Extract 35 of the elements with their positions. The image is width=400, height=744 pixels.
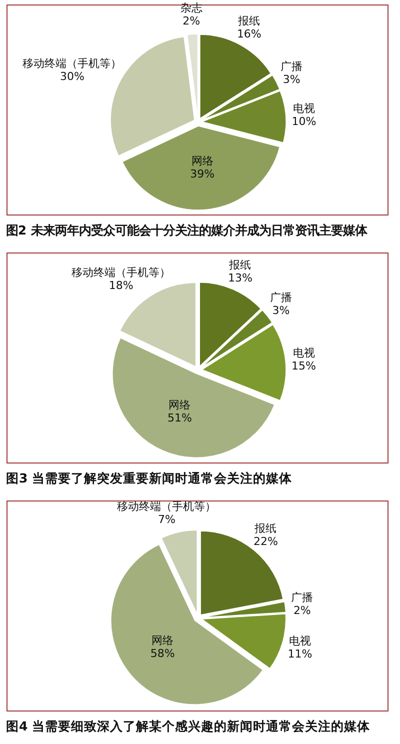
data-label: 22% [253,535,278,548]
data-label: 18% [108,279,134,292]
slice-label: 电视 [292,346,315,360]
data-label: 13% [228,271,252,284]
slice-label: 报纸 [228,258,252,272]
data-label: 2% [293,604,311,618]
slice-label: 移动终端（手机等） [72,266,171,280]
text: 图2 未来两年内受众可能会十分关注的媒介并成为日常资讯主要媒体 [6,223,368,238]
text: 图4 当需要细致深入了解某个感兴趣的新闻时通常会关注的媒体 [6,718,372,734]
slice-label: 网络 [168,398,191,412]
slice-label: 杂志 [180,2,202,15]
data-label: 51% [168,412,192,425]
data-label: 2% [182,14,200,28]
data-label: 11% [288,647,312,660]
slice-label: 网络 [152,634,174,647]
data-label: 30% [60,70,84,83]
data-label: 3% [282,72,300,86]
slice-label: 报纸 [237,14,260,28]
data-label: 10% [292,114,316,128]
data-label: 39% [190,167,215,180]
data-label: 3% [272,304,290,317]
data-label: 16% [236,28,262,41]
slice-label: 移动终端（手机等） [117,500,216,514]
text: 图3 当需要了解突发重要新闻时通常会关注的媒体 [6,470,294,486]
slice-label: 电视 [289,634,312,648]
slice-label: 广播 [270,290,292,304]
slice-label: 广播 [291,591,314,604]
slice-label: 移动终端（手机等） [22,56,122,70]
slice-label: 报纸 [254,522,277,536]
slice-label: 电视 [293,102,316,115]
slice-label: 网络 [191,154,214,168]
data-label: 15% [292,359,316,372]
data-label: 58% [150,646,175,660]
data-label: 7% [158,513,176,526]
slice-label: 广播 [280,60,303,73]
